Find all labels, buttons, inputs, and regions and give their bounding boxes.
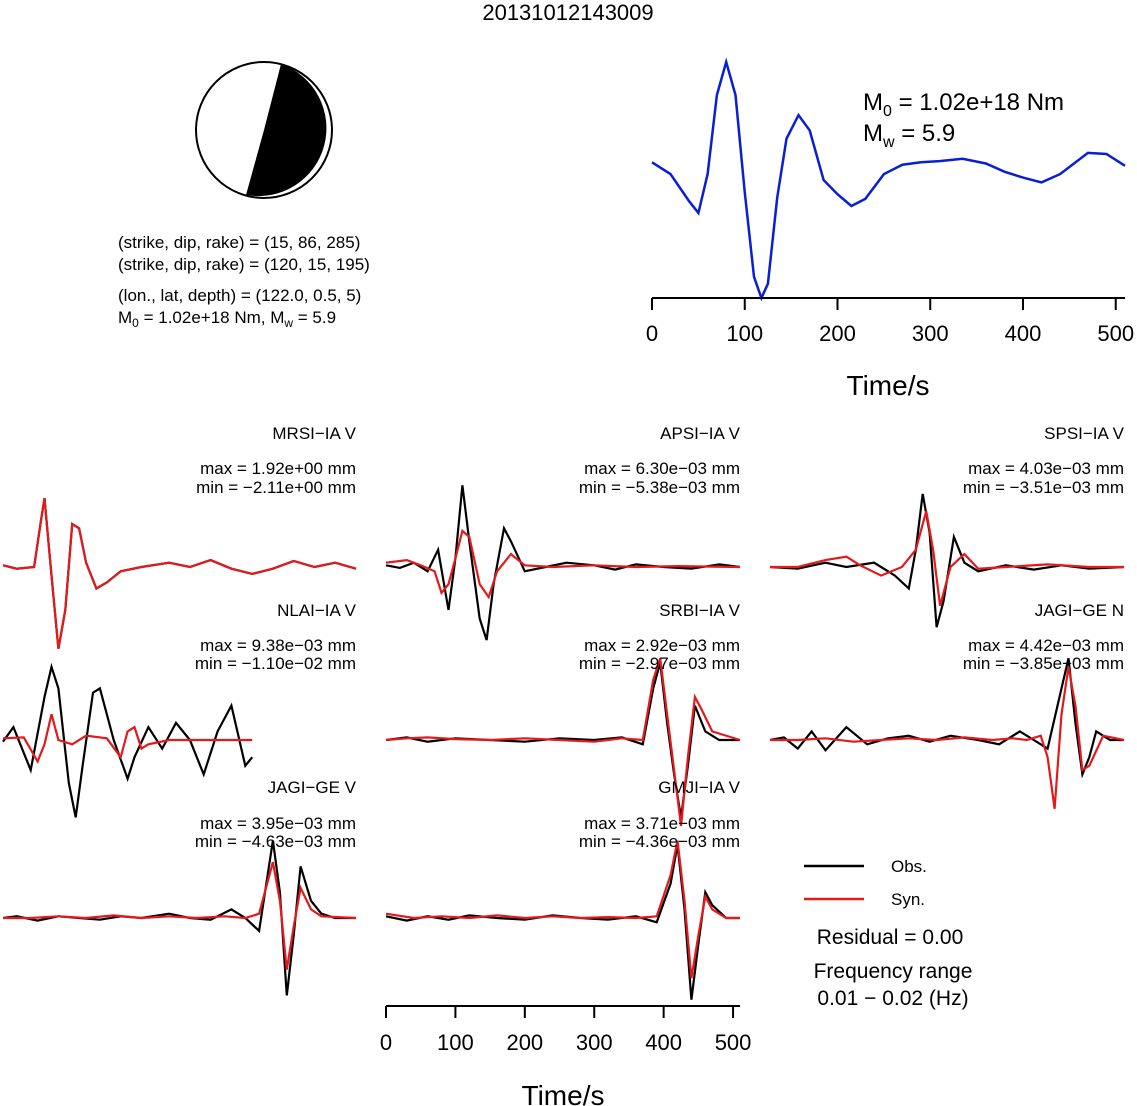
station-label: APSI−IA V	[660, 424, 741, 443]
beachball-compressional-quadrant	[246, 64, 327, 197]
station-label: NLAI−IA V	[277, 601, 357, 620]
observed-trace	[769, 658, 1124, 779]
min-amplitude: min = −1.10e−02 mm	[195, 654, 356, 673]
hypocenter: (lon., lat, depth) = (122.0, 0.5, 5)	[118, 286, 361, 305]
nodal-plane-2: (strike, dip, rake) = (120, 15, 195)	[118, 255, 370, 274]
synthetic-trace	[770, 510, 1124, 606]
beachball	[195, 61, 333, 199]
frequency-range-title: Frequency range	[814, 960, 973, 983]
max-amplitude: max = 3.71e−03 mm	[584, 814, 740, 833]
max-amplitude: max = 6.30e−03 mm	[584, 459, 740, 478]
station-label: GMJI−IA V	[658, 778, 740, 797]
stf-curve	[651, 57, 1126, 302]
residual-value: Residual = 0.00	[817, 926, 964, 949]
max-amplitude: max = 9.38e−03 mm	[200, 636, 356, 655]
min-amplitude: min = −4.63e−03 mm	[195, 832, 356, 851]
source-time-function-panel: 0 100 200 300 400 500 Time/s	[646, 57, 1134, 401]
observed-trace	[2, 662, 254, 818]
stf-tick-label-400: 400	[1005, 321, 1042, 346]
observed-trace	[385, 485, 741, 641]
waveform-time-axis: 0 100 200 300 400 500 Time/s	[380, 1005, 752, 1106]
min-amplitude: min = −3.51e−03 mm	[963, 478, 1124, 497]
waveform-tick-label-100: 100	[437, 1030, 474, 1055]
station-label: MRSI−IA V	[272, 424, 356, 443]
legend-syn-label: Syn.	[891, 890, 925, 909]
min-amplitude: min = −2.97e−03 mm	[579, 654, 740, 673]
station-label: JAGI−GE V	[268, 778, 357, 797]
waveform-tick-label-200: 200	[506, 1030, 543, 1055]
stf-tick-label-300: 300	[912, 321, 949, 346]
nodal-plane-1: (strike, dip, rake) = (15, 86, 285)	[118, 233, 360, 252]
synthetic-trace	[3, 861, 357, 970]
legend-obs-label: Obs.	[891, 857, 927, 876]
max-amplitude: max = 3.95e−03 mm	[200, 814, 356, 833]
frequency-range-value: 0.01 − 0.02 (Hz)	[817, 987, 968, 1010]
stf-tick-label-500: 500	[1097, 321, 1134, 346]
min-amplitude: min = −2.11e+00 mm	[196, 478, 356, 497]
min-amplitude: min = −4.36e−03 mm	[579, 832, 740, 851]
stf-moment-label: M0 = 1.02e+18 Nm	[863, 89, 1064, 120]
station-label: JAGI−GE N	[1035, 601, 1124, 620]
synthetic-trace	[385, 840, 740, 979]
max-amplitude: max = 4.03e−03 mm	[968, 459, 1124, 478]
waveform-tick-label-0: 0	[380, 1030, 392, 1055]
synthetic-trace	[2, 498, 357, 649]
moment-summary: M0 = 1.02e+18 Nm, Mw = 5.9	[118, 308, 336, 330]
synthetic-trace	[385, 657, 741, 827]
legend: Obs. Syn. Residual = 0.00 Frequency rang…	[804, 857, 972, 1010]
min-amplitude: min = −5.38e−03 mm	[579, 478, 740, 497]
max-amplitude: max = 1.92e+00 mm	[200, 459, 356, 478]
stf-tick-label-100: 100	[726, 321, 763, 346]
synthetic-trace	[385, 528, 741, 600]
stf-tick-label-200: 200	[819, 321, 856, 346]
synthetic-trace	[2, 713, 253, 765]
stf-magnitude-label: Mw = 5.9	[863, 120, 955, 151]
observed-trace	[769, 493, 1125, 628]
waveform-tick-label-500: 500	[715, 1030, 752, 1055]
mechanism-info: (strike, dip, rake) = (15, 86, 285) (str…	[118, 233, 370, 330]
max-amplitude: max = 2.92e−03 mm	[584, 636, 740, 655]
event-title: 20131012143009	[482, 0, 653, 25]
min-amplitude: min = −3.85e−03 mm	[963, 654, 1124, 673]
waveform-axis-title: Time/s	[522, 1080, 605, 1106]
stf-tick-label-0: 0	[646, 321, 658, 346]
station-label: SRBI−IA V	[659, 601, 740, 620]
stf-axis-title: Time/s	[847, 370, 930, 401]
synthetic-trace	[770, 666, 1125, 809]
waveform-tick-label-400: 400	[645, 1030, 682, 1055]
station-label: SPSI−IA V	[1044, 424, 1125, 443]
max-amplitude: max = 4.42e−03 mm	[968, 636, 1124, 655]
waveform-tick-label-300: 300	[576, 1030, 613, 1055]
